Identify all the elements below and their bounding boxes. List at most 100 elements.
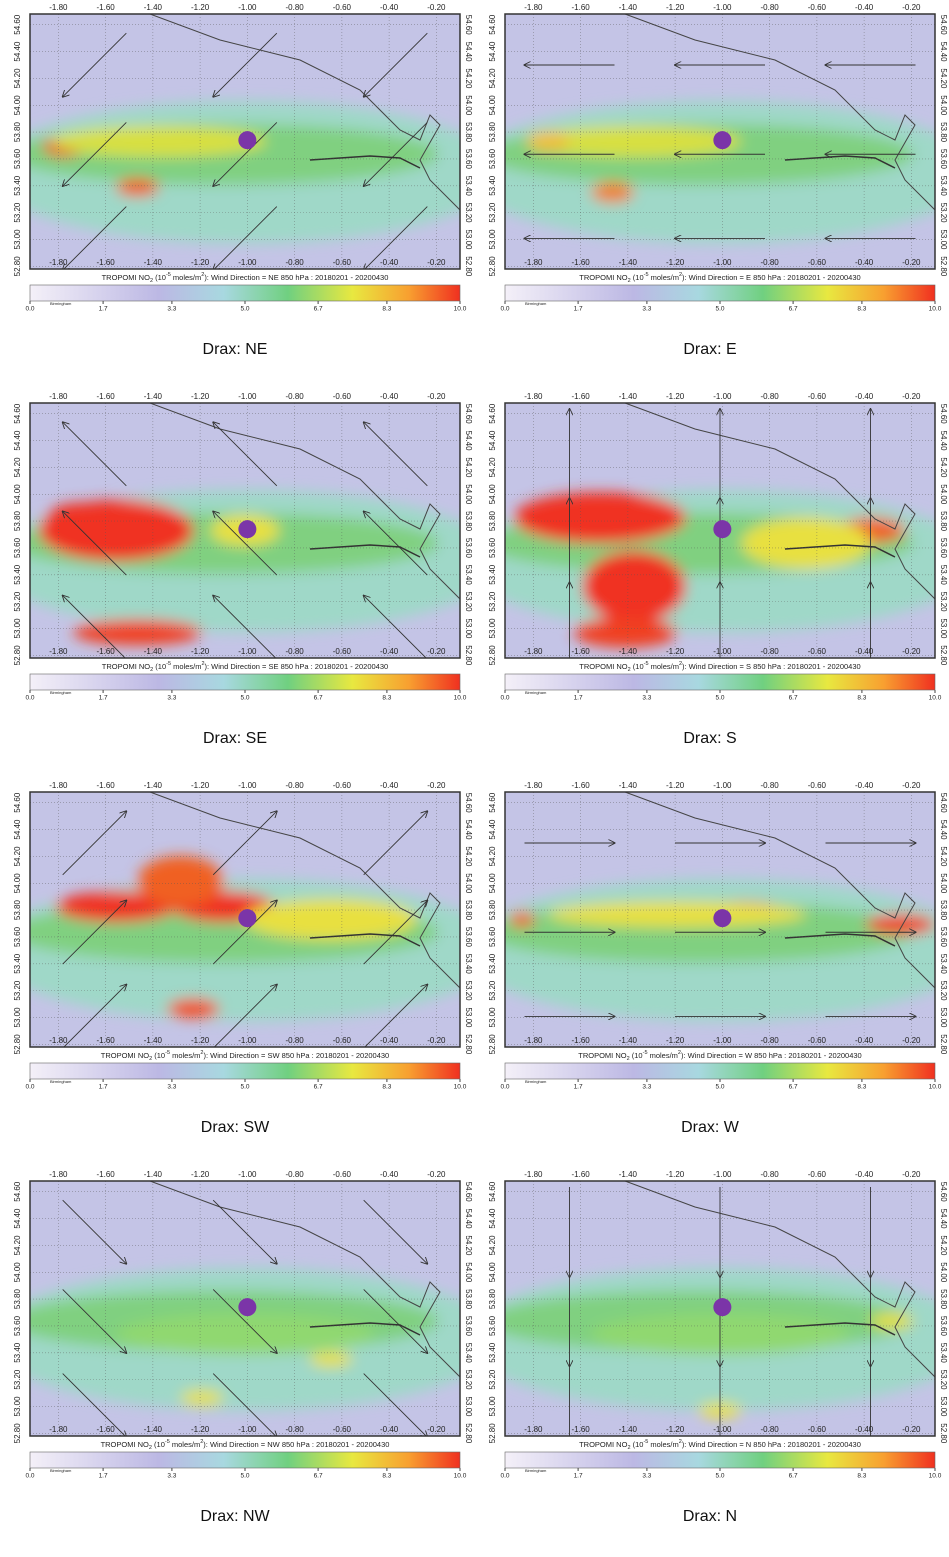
wind-arrow [63,511,127,576]
top-tick-label: -1.00 [713,3,732,12]
bottom-tick-label: -1.80 [524,1425,543,1434]
right-tick-label: 53.60 [939,149,948,170]
caption-part: ): Wind Direction = W 850 hPa : 20180201… [681,1051,862,1060]
panel: -1.80 -1.80 -1.60 -1.60 -1.40 -1.40 -1.20 -1.20… [488,1170,948,1525]
colorbar-tick-label: 10.0 [929,1473,942,1480]
heat-blob [866,914,935,935]
top-tick-label: -0.20 [902,392,921,401]
left-tick-label: 54.20 [488,68,497,89]
left-tick-label: 53.80 [13,900,22,921]
top-tick-label: -0.60 [333,781,352,790]
top-tick-label: -1.20 [666,1170,685,1179]
wind-arrow [212,1199,277,1264]
top-tick-label: -0.80 [285,392,304,401]
right-tick-label: 53.20 [464,981,473,1002]
right-tick-label: 52.80 [464,1423,473,1444]
bottom-tick-label: -1.60 [96,258,115,267]
wind-arrow [212,1289,277,1353]
bottom-tick-label: -0.80 [760,1036,779,1045]
top-tick-label: -0.40 [855,1170,874,1179]
left-tick-label: 54.00 [488,1262,497,1283]
panel-title: Drax: NE [203,341,268,358]
colorbar-tick-label: 1.7 [99,1473,108,1480]
bottom-tick-label: -1.00 [238,1425,257,1434]
heat-blob [167,998,220,1019]
river [784,544,896,558]
right-tick-label: 54.40 [939,1209,948,1230]
right-tick-label: 54.20 [464,68,473,89]
river [784,1322,896,1336]
colorbar-tick-label: 3.3 [167,695,176,702]
top-tick-label: -1.20 [191,1170,210,1179]
left-tick-label: 52.80 [13,1034,22,1055]
colorbar-tick-label: 6.7 [314,1084,323,1091]
coastline [149,1181,460,1378]
wind-arrow [364,122,428,186]
caption-part: ): Wind Direction = NW 850 hPa : 2018020… [203,1440,389,1449]
right-tick-label: 53.20 [464,203,473,224]
left-tick-label: 53.80 [13,1289,22,1310]
left-tick-label: 53.80 [13,122,22,143]
top-tick-label: -1.20 [191,3,210,12]
panel: -1.80 -1.80 -1.60 -1.60 -1.40 -1.40 -1.20 -1.20… [13,3,473,358]
top-tick-label: -1.60 [96,1170,115,1179]
wind-arrow [364,206,428,269]
colorbar-tick-label: 3.3 [642,1084,651,1091]
colorbar-tick-label: 10.0 [454,695,467,702]
right-tick-label: 53.80 [464,900,473,921]
right-tick-label: 54.40 [939,42,948,63]
colorbar-tick-label: 3.3 [642,1473,651,1480]
right-tick-label: 53.80 [464,511,473,532]
colorbar-tick-label: 5.0 [240,1084,249,1091]
bottom-tick-label: -0.80 [285,1425,304,1434]
right-tick-label: 53.00 [464,1396,473,1417]
map-frame [29,1180,461,1437]
left-tick-label: 53.00 [13,618,22,639]
colorbar-tick-label: 6.7 [314,1473,323,1480]
bottom-tick-label: -1.40 [144,647,163,656]
right-tick-label: 54.60 [939,1182,948,1203]
colorbar-tick-label: 8.3 [382,695,391,702]
colorbar-tick-label: 5.0 [240,695,249,702]
left-tick-label: 53.20 [488,1369,497,1390]
top-tick-label: -1.00 [713,781,732,790]
right-tick-label: 54.60 [464,15,473,36]
right-tick-label: 53.40 [939,1343,948,1364]
top-tick-label: -0.60 [808,3,827,12]
wind-arrow [212,811,277,876]
right-tick-label: 52.80 [464,645,473,666]
bottom-tick-label: -1.00 [713,647,732,656]
wind-arrow [213,511,278,576]
colorbar-tick-label: 6.7 [789,1473,798,1480]
wind-arrow [213,122,278,186]
bottom-tick-label: -1.40 [619,647,638,656]
right-tick-label: 53.20 [939,981,948,1002]
caption-part: (10 [631,273,644,282]
left-tick-label: 54.20 [13,1235,22,1256]
bottom-tick-label: -0.40 [855,1036,874,1045]
left-tick-label: 53.00 [13,1007,22,1028]
top-tick-label: -1.40 [619,781,638,790]
panel-title: Drax: W [681,1119,740,1136]
top-tick-label: -1.80 [524,1170,543,1179]
top-tick-label: -1.20 [666,3,685,12]
heat-blob [591,182,634,203]
left-tick-label: 54.20 [13,846,22,867]
coastline [624,792,935,989]
caption-part: ): Wind Direction = SE 850 hPa : 2018020… [205,662,389,671]
left-tick-label: 54.00 [13,95,22,116]
colorbar-tick-label: 1.7 [574,306,583,313]
caption-part: ): Wind Direction = SW 850 hPa : 2018020… [203,1051,389,1060]
caption: TROPOMI NO2 (10-5 moles/m2): Wind Direct… [101,1050,389,1062]
right-tick-label: 54.20 [939,68,948,89]
colorbar-tick-label: 10.0 [454,306,467,313]
top-tick-label: -0.80 [760,392,779,401]
bottom-tick-label: -1.00 [713,1036,732,1045]
right-tick-label: 53.20 [939,592,948,613]
left-tick-label: 53.60 [13,1315,22,1336]
heat-blob [870,1313,914,1329]
caption-part: TROPOMI NO [101,1051,149,1060]
top-tick-label: -0.40 [380,3,399,12]
top-tick-label: -1.40 [144,392,163,401]
colorbar-tick-label: 10.0 [454,1473,467,1480]
